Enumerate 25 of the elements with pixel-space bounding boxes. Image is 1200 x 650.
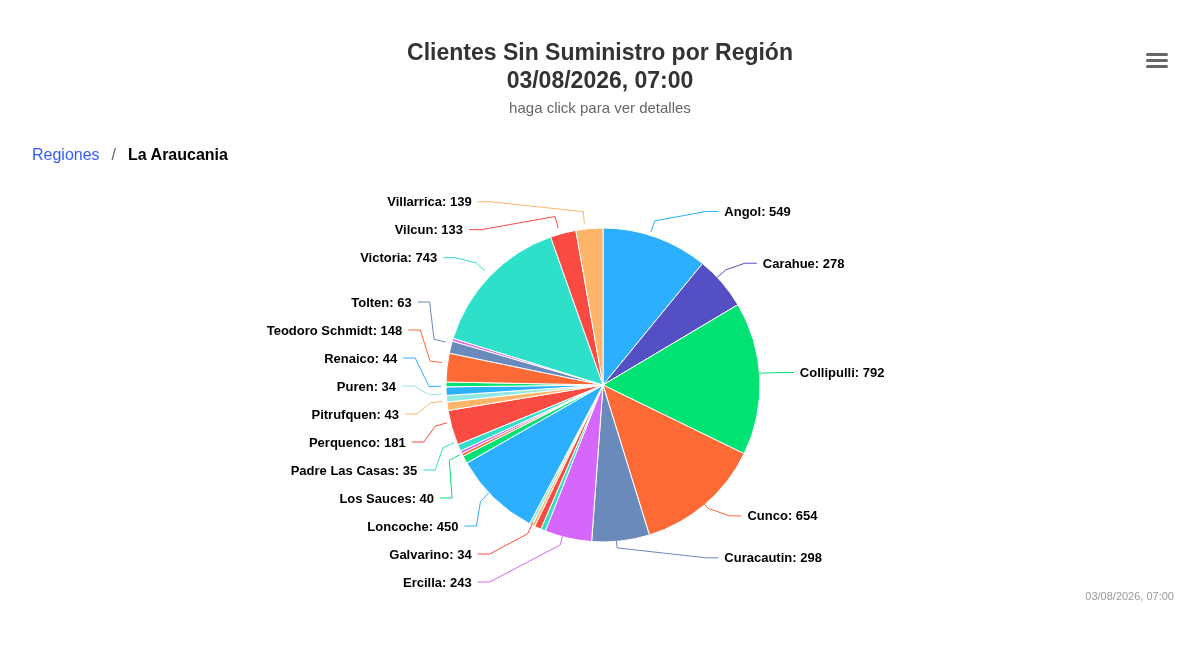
text: Regiones	[32, 146, 100, 163]
slice-label: Galvarino: 34	[389, 546, 473, 562]
text: 03/08/2026, 07:00	[1085, 590, 1174, 602]
slice-label: Teodoro Schmidt: 148	[266, 322, 403, 338]
slice-label: Villarrica: 139	[387, 194, 472, 210]
slice-label: Tolten: 63	[351, 294, 412, 310]
slice-label: Perquenco: 181	[308, 434, 406, 450]
slice-label: Padre Las Casas: 35	[290, 462, 418, 478]
slice-label: Pitrufquen: 43	[311, 406, 399, 422]
slice-label: Collipulli: 792	[799, 365, 885, 381]
slice-label: Angol: 549	[724, 203, 791, 219]
slice-label: Victoria: 743	[360, 250, 438, 266]
slice-label: Vilcun: 133	[394, 222, 464, 238]
chart-title: Clientes Sin Suministro por Región 03/08/2026, 07:00	[406, 38, 794, 94]
slice-label: Cunco: 654	[747, 508, 819, 524]
slice-label: Renaico: 44	[324, 350, 398, 366]
slice-label: Curacautin: 298	[724, 550, 822, 566]
chart-subtitle: haga click para ver detalles	[508, 99, 692, 116]
text: La Araucania	[128, 146, 228, 163]
slice-label: Loncoche: 450	[367, 518, 459, 534]
slice-label: Puren: 34	[336, 378, 397, 394]
slice-label: Carahue: 278	[762, 255, 845, 271]
slice-label: Los Sauces: 40	[339, 490, 435, 506]
text: /	[111, 146, 117, 163]
slice-label: Ercilla: 243	[402, 574, 472, 590]
